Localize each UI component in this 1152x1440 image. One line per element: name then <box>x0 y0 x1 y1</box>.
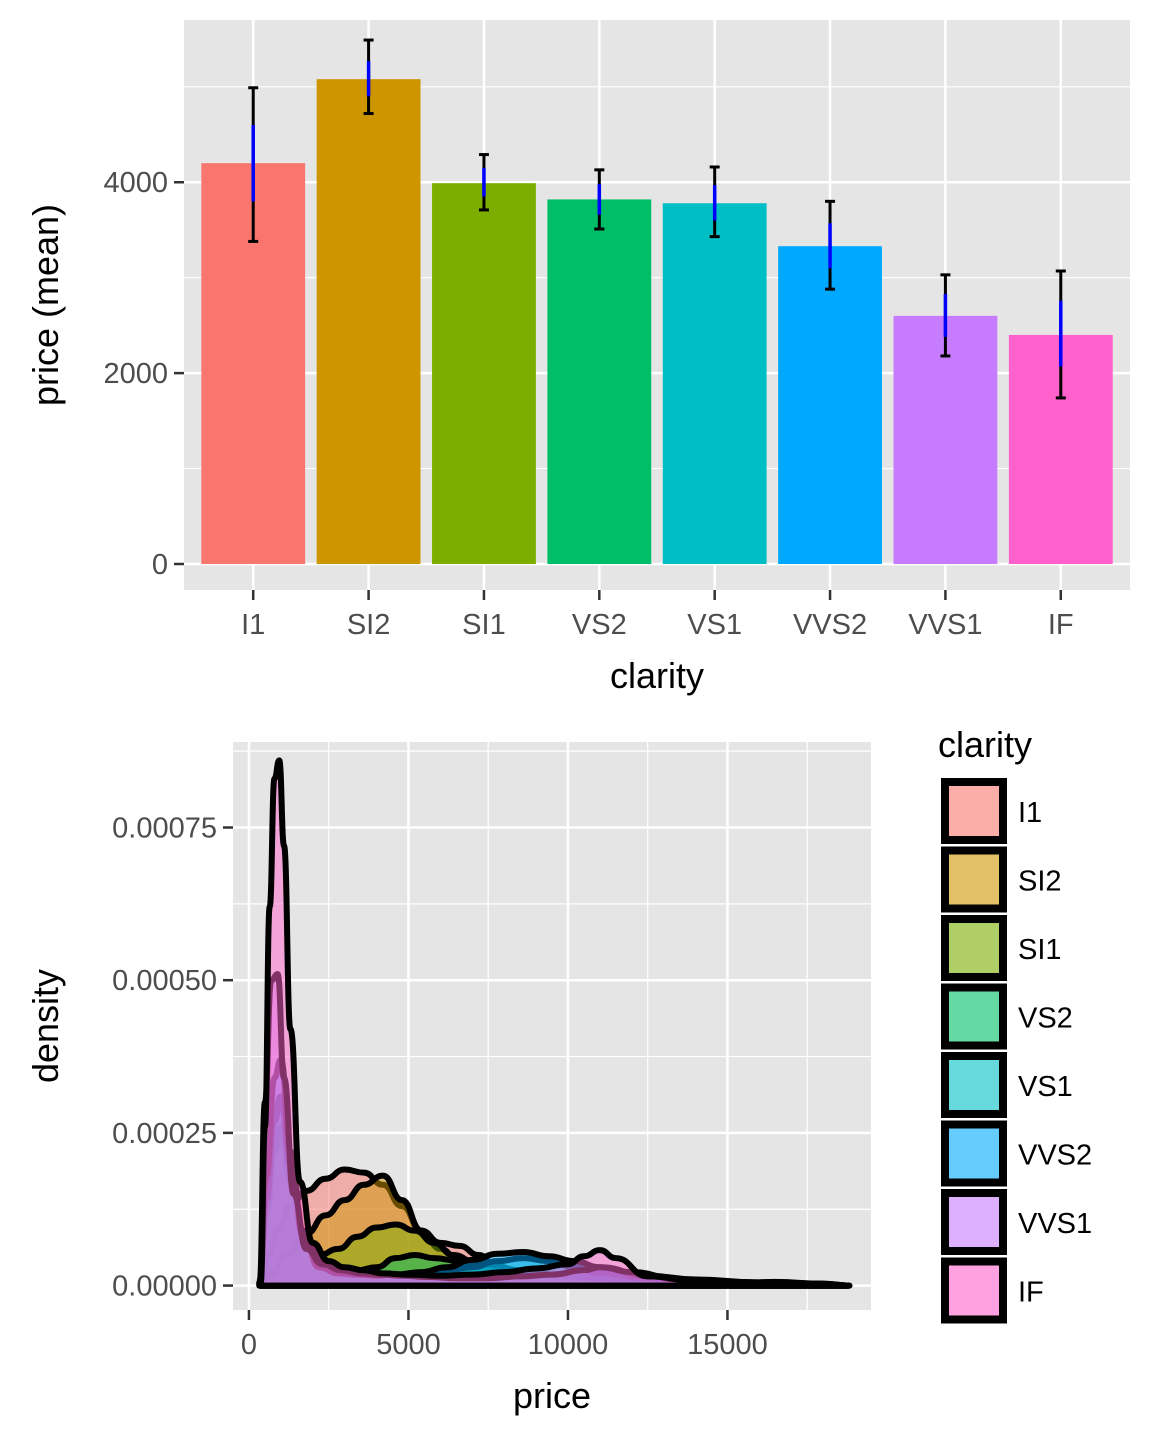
density-area-IF <box>257 757 852 1289</box>
legend-items: I1 SI2 SI1 VS2 VS1 VVS2 VVS1 IF <box>941 778 1092 1324</box>
bar-chart-error-bars <box>248 38 1066 400</box>
y-tick-label: 4000 <box>103 167 168 199</box>
legend-label-SI1: SI1 <box>1018 934 1062 966</box>
legend-label-VVS1: VVS1 <box>1018 1208 1092 1240</box>
x-tick-label: I1 <box>241 609 265 641</box>
bar-VS1 <box>662 203 767 564</box>
density-chart-axes: 0.00000 0.00025 0.00050 0.00075 0 5000 10000 15… <box>112 813 768 1361</box>
legend-key-SI2 <box>941 846 1007 913</box>
y-tick-label: 0.00075 <box>112 813 217 845</box>
bar-chart-x-axis-title: clarity <box>610 655 704 696</box>
x-tick-label: VVS2 <box>793 609 867 641</box>
x-tick-label: 5000 <box>376 1329 441 1361</box>
legend-key-VVS2 <box>941 1120 1007 1187</box>
legend-label-I1: I1 <box>1018 797 1042 829</box>
bar-SI2 <box>316 79 421 564</box>
x-tick-label: SI2 <box>347 609 391 641</box>
legend-key-VVS1 <box>941 1189 1007 1255</box>
y-tick-label: 2000 <box>103 358 168 390</box>
x-tick-label: 15000 <box>687 1329 768 1361</box>
legend-label-IF: IF <box>1018 1277 1044 1309</box>
x-tick-label: 10000 <box>528 1329 609 1361</box>
y-tick-label: 0 <box>152 549 168 581</box>
bar-SI1 <box>432 183 536 564</box>
y-tick-label: 0.00050 <box>112 965 217 997</box>
legend-key-I1 <box>941 778 1007 844</box>
x-tick-label: 0 <box>241 1329 257 1361</box>
bar-chart-bars <box>201 79 1113 565</box>
x-tick-label: IF <box>1048 609 1074 641</box>
x-tick-label: SI1 <box>462 609 506 641</box>
legend: clarity I1 SI2 SI1 VS2 VS1 VVS2 VVS1 IF <box>938 724 1092 1324</box>
legend-key-SI1 <box>941 915 1007 981</box>
density-chart-areas <box>256 757 853 1289</box>
density-chart-y-axis-title: density <box>25 969 66 1083</box>
bar-VS2 <box>547 199 652 564</box>
bar-chart-y-axis-title: price (mean) <box>25 204 66 406</box>
density-chart-x-axis-title: price <box>513 1375 591 1416</box>
legend-title: clarity <box>938 724 1032 765</box>
bar-chart: 0 2000 4000 I1 SI2 SI1 VS2 VS1 VVS2 VVS1 IF clarit… <box>25 20 1130 696</box>
legend-key-IF <box>941 1257 1007 1324</box>
legend-label-VVS2: VVS2 <box>1018 1140 1092 1172</box>
bar-chart-axes: 0 2000 4000 I1 SI2 SI1 VS2 VS1 VVS2 VVS1 IF <box>103 167 1073 641</box>
legend-key-VS1 <box>941 1052 1007 1118</box>
legend-label-SI2: SI2 <box>1018 866 1062 898</box>
y-tick-label: 0.00000 <box>112 1271 217 1303</box>
legend-key-VS2 <box>941 983 1007 1050</box>
x-tick-label: VS2 <box>572 609 627 641</box>
bar-VVS2 <box>778 246 882 565</box>
x-tick-label: VS1 <box>687 609 742 641</box>
density-chart: 0.00000 0.00025 0.00050 0.00075 0 5000 10000 15… <box>25 742 871 1416</box>
legend-label-VS1: VS1 <box>1018 1071 1073 1103</box>
y-tick-label: 0.00025 <box>112 1118 217 1150</box>
legend-label-VS2: VS2 <box>1018 1003 1073 1035</box>
x-tick-label: VVS1 <box>908 609 982 641</box>
